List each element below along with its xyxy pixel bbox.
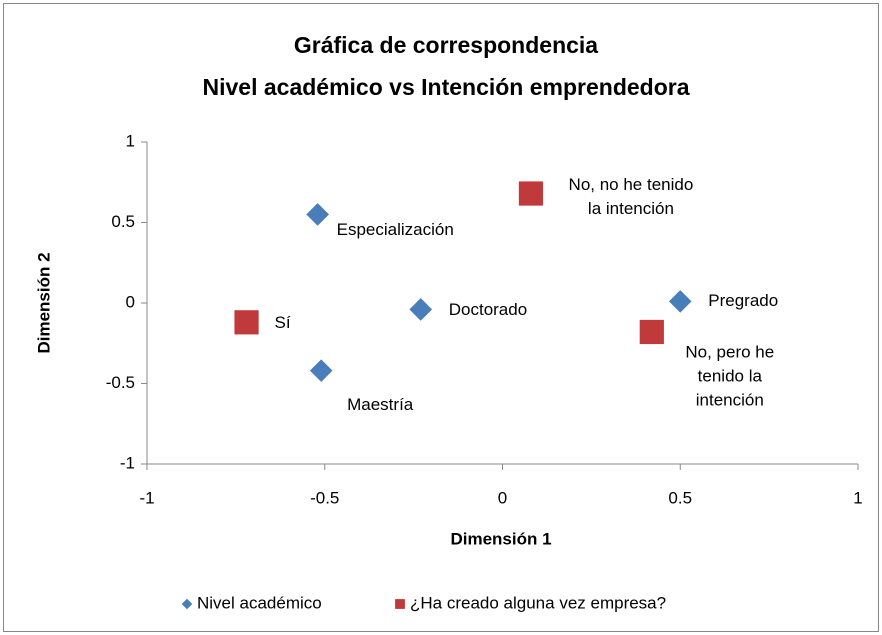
legend-swatch <box>180 597 194 611</box>
y-tick-label: -1 <box>120 453 135 472</box>
point-label: la intención <box>588 199 674 218</box>
legend-label: Nivel académico <box>197 593 322 612</box>
data-point <box>304 201 331 228</box>
y-tick-label: 0 <box>126 292 135 311</box>
x-tick-label: 0.5 <box>668 488 692 507</box>
data-point <box>517 180 545 207</box>
data-point <box>667 288 693 315</box>
y-tick-label: 0.5 <box>111 212 135 231</box>
chart-title: Nivel académico vs Intención emprendedor… <box>203 74 690 100</box>
data-point <box>638 318 665 346</box>
chart-frame <box>3 3 879 632</box>
point-label: Pregrado <box>708 291 778 310</box>
point-label: Doctorado <box>449 300 527 319</box>
y-tick-label: 1 <box>126 131 135 150</box>
point-label: Especialización <box>337 220 454 239</box>
data-point <box>408 296 434 323</box>
point-label: tenido la <box>698 366 763 385</box>
chart-title: Gráfica de correspondencia <box>294 32 598 58</box>
point-label: Maestría <box>347 395 414 414</box>
x-tick-label: 0 <box>498 488 507 507</box>
x-tick-label: -0.5 <box>310 488 339 507</box>
data-point <box>308 357 334 384</box>
point-label: intención <box>696 390 764 409</box>
legend-label: ¿Ha creado alguna vez empresa? <box>410 593 666 612</box>
point-label: Sí <box>275 313 291 332</box>
y-tick-label: -0.5 <box>106 373 135 392</box>
x-axis-title: Dimensión 1 <box>450 529 551 548</box>
data-point <box>233 309 260 336</box>
y-axis-title: Dimensión 2 <box>34 252 53 353</box>
point-label: No, no he tenido <box>569 175 694 194</box>
point-label: No, pero he <box>685 342 774 361</box>
legend-swatch <box>394 598 406 610</box>
x-tick-label: 1 <box>853 488 862 507</box>
x-tick-label: -1 <box>139 488 154 507</box>
